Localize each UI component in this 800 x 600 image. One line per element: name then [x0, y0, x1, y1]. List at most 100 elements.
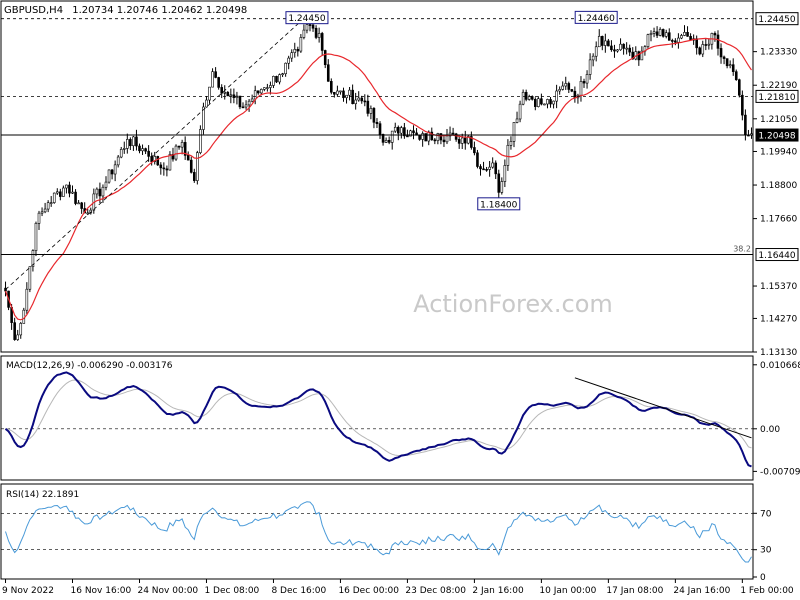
swing-label: 1.24460	[574, 10, 618, 24]
candle-body	[412, 130, 415, 134]
time-tick-label: 1 Dec 08:00	[204, 586, 259, 596]
candle-body	[259, 89, 263, 94]
candle-body	[37, 212, 41, 224]
candle-body	[683, 32, 686, 36]
candle-body	[342, 90, 345, 99]
price-tick-label: 1.23330	[760, 48, 797, 58]
candle-body	[677, 37, 680, 43]
candle-body	[686, 32, 689, 37]
candle-body	[165, 168, 169, 171]
candle-body	[534, 99, 537, 107]
candle-body	[728, 64, 732, 67]
candle-body	[552, 100, 555, 105]
candle-body	[110, 169, 114, 175]
candle-body	[263, 87, 266, 90]
candle-body	[698, 47, 702, 55]
candle-body	[716, 34, 720, 49]
candle-body	[579, 81, 583, 96]
main-panel-frame	[0, 0, 754, 353]
candle-body	[13, 322, 16, 340]
candle-body	[293, 49, 297, 54]
candle-body	[16, 334, 20, 340]
candle-body	[86, 212, 90, 215]
candle-body	[55, 191, 59, 194]
candle-body	[317, 33, 321, 38]
candle-body	[330, 81, 333, 93]
candle-body	[597, 36, 601, 48]
candle-body	[49, 202, 53, 204]
candle-body	[500, 181, 504, 193]
candle-body	[220, 87, 223, 94]
candle-body	[43, 208, 47, 213]
candle-body	[467, 136, 470, 144]
candle-body	[521, 91, 525, 105]
price-tick-label: 1.15370	[760, 282, 797, 292]
level-tag-text: 1.24450	[758, 15, 795, 25]
candle-body	[278, 74, 281, 83]
candle-body	[186, 155, 190, 161]
rising-trendline	[5, 15, 308, 290]
candle-body	[509, 140, 513, 146]
fib-annotation: 38.2	[733, 245, 751, 254]
candle-body	[503, 165, 507, 182]
price-tick-label: 1.13130	[760, 348, 797, 358]
candle-body	[95, 188, 99, 195]
candle-body	[518, 103, 522, 120]
candle-body	[132, 136, 135, 147]
candle-body	[622, 43, 625, 49]
candle-body	[357, 97, 361, 101]
candle-body	[305, 24, 309, 31]
candle-body	[725, 58, 729, 67]
candle-body	[183, 142, 187, 156]
candle-body	[433, 139, 437, 142]
price-tick-label: 1.22190	[760, 81, 797, 91]
macd-signal-line	[5, 379, 752, 456]
price-levels: 1.24450 1.21810 1.20498 1.16440 38.2	[1, 12, 799, 262]
candle-body	[214, 71, 217, 78]
candle-body	[607, 40, 610, 47]
candle-body	[153, 156, 157, 162]
candle-body	[424, 133, 427, 142]
time-tick-label: 9 Nov 2022	[2, 586, 54, 596]
time-tick-label: 2 Jan 16:00	[472, 586, 524, 596]
candle-body	[281, 73, 284, 76]
candle-body	[241, 106, 245, 109]
candle-body	[591, 55, 595, 61]
candle-body	[238, 95, 242, 108]
candle-body	[564, 83, 568, 87]
candle-body	[610, 45, 613, 51]
candle-body	[393, 126, 397, 132]
candle-body	[119, 149, 123, 158]
candle-body	[488, 166, 491, 170]
candle-body	[211, 71, 214, 88]
candle-body	[567, 83, 571, 90]
candle-body	[588, 59, 592, 75]
candle-body	[734, 71, 738, 81]
candle-body	[494, 162, 498, 175]
candle-body	[232, 94, 236, 98]
candle-body	[98, 188, 102, 197]
candle-body	[628, 47, 631, 53]
candle-body	[348, 89, 351, 96]
candle-body	[360, 97, 364, 102]
candle-body	[524, 91, 528, 100]
rsi-levels	[1, 512, 753, 551]
time-tick-label: 8 Dec 16:00	[271, 586, 326, 596]
candle-body	[74, 191, 77, 204]
candle-body	[196, 152, 199, 181]
candle-body	[674, 40, 677, 43]
time-tick-label: 16 Nov 16:00	[71, 586, 132, 596]
candle-body	[625, 47, 628, 50]
candle-body	[205, 99, 208, 108]
candle-body	[561, 85, 565, 90]
candle-body	[463, 137, 467, 144]
candle-body	[741, 94, 744, 116]
candle-body	[256, 90, 260, 94]
candle-body	[162, 167, 166, 170]
time-tick-label: 17 Jan 08:00	[606, 586, 663, 596]
candle-body	[445, 135, 449, 143]
time-axis: 9 Nov 2022 16 Nov 16:00 24 Nov 00:00 1 Dec …	[2, 579, 794, 596]
level-tag-box	[755, 248, 799, 262]
swing-label-text: 1.24450	[288, 14, 325, 24]
candle-body	[491, 162, 494, 168]
